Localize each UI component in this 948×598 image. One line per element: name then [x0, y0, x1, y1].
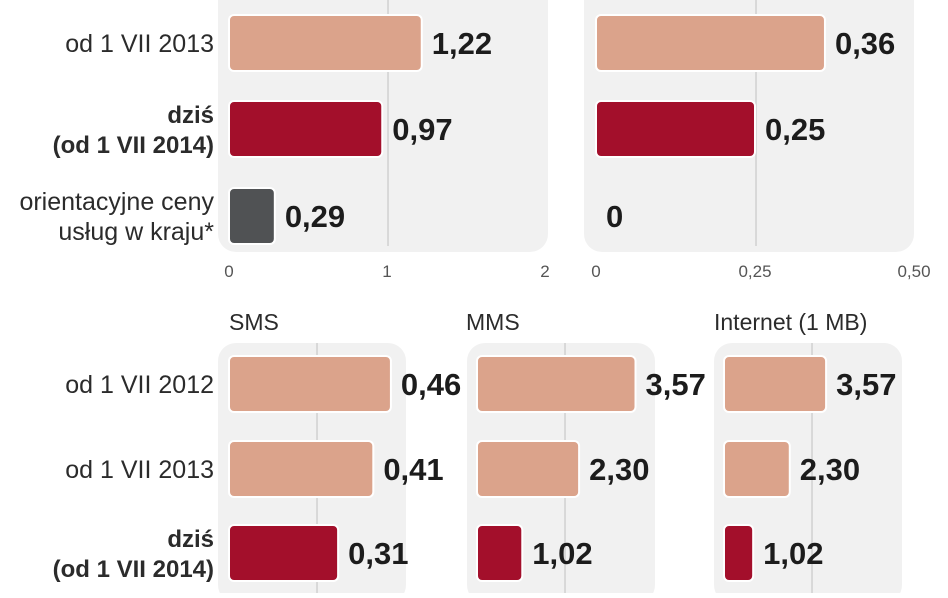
- tick-label: 1: [382, 262, 391, 281]
- bar-1-2: [228, 100, 384, 158]
- bar-4-3: [476, 524, 524, 582]
- bar-5-1: [723, 355, 828, 413]
- value-label: 1,02: [763, 536, 823, 571]
- category-label: dziś: [167, 102, 214, 129]
- category-label: od 1 VII 2013: [65, 30, 214, 58]
- bar-3-2: [228, 440, 375, 498]
- bar-3-1: [228, 355, 392, 413]
- tick-label: 0,25: [738, 262, 771, 281]
- tick-label: 0,50: [897, 262, 930, 281]
- panel-title: SMS: [229, 309, 279, 335]
- bar-4-2: [476, 440, 581, 498]
- panel-title: Internet (1 MB): [714, 309, 867, 335]
- tick-label: 0: [224, 262, 233, 281]
- bar-5-3: [723, 524, 755, 582]
- tick-label: 2: [540, 262, 549, 281]
- value-label: 0,46: [401, 367, 461, 402]
- value-label: 0,97: [392, 112, 452, 147]
- category-label: orientacyjne ceny: [19, 188, 214, 216]
- category-label: (od 1 VII 2014): [53, 556, 214, 583]
- bar-3-3: [228, 524, 340, 582]
- value-label: 0,31: [348, 536, 408, 571]
- value-label: 0,25: [765, 112, 825, 147]
- value-label: 0,29: [285, 199, 345, 234]
- category-label: od 1 VII 2013: [65, 456, 214, 484]
- bar-1-3: [228, 187, 276, 245]
- value-label: 0,41: [383, 452, 443, 487]
- tick-label: 0: [591, 262, 600, 281]
- bar-1-1: [228, 14, 423, 72]
- panel-title: MMS: [466, 309, 520, 335]
- category-label: od 1 VII 2012: [65, 371, 214, 399]
- value-label: 3,57: [836, 367, 896, 402]
- category-label: (od 1 VII 2014): [53, 132, 214, 159]
- value-label: 3,57: [646, 367, 706, 402]
- category-label: usług w kraju*: [58, 218, 214, 246]
- value-label: 2,30: [589, 452, 649, 487]
- bar-2-1: [595, 14, 826, 72]
- category-label: dziś: [167, 526, 214, 553]
- bar-5-2: [723, 440, 791, 498]
- value-label: 2,30: [800, 452, 860, 487]
- value-label: 0: [606, 199, 623, 234]
- value-label: 0,36: [835, 26, 895, 61]
- bar-2-2: [595, 100, 756, 158]
- value-label: 1,02: [532, 536, 592, 571]
- bar-4-1: [476, 355, 637, 413]
- value-label: 1,22: [432, 26, 492, 61]
